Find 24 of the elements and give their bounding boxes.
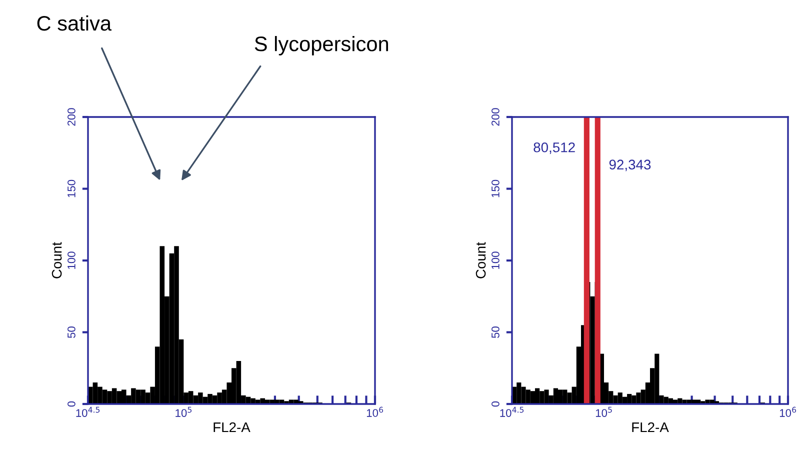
x-tick-label: 10$^{4.5}$ (76, 406, 100, 417)
y-tick-label: 0 (68, 401, 76, 407)
text: C sativa (37, 15, 112, 31)
ref-line-label: 92,343 (609, 160, 651, 172)
y-tick-label: 100 (68, 252, 76, 269)
y-tick-label: 150 (68, 180, 76, 198)
text: S lycopersicon (254, 36, 388, 56)
y-tick-label: 50 (492, 326, 500, 338)
y-tick-label: 50 (68, 326, 76, 338)
y-tick-label: 200 (492, 108, 500, 126)
y-tick-label: 0 (492, 401, 500, 407)
x-axis-title: FL2-A (214, 422, 250, 432)
y-axis-title: Count (52, 242, 62, 278)
y-axis-title: Count (476, 242, 486, 278)
x-tick-label: 10$^{5}$ (176, 406, 192, 417)
y-tick-label: 150 (492, 180, 500, 198)
ref-line-label: 80,512 (534, 142, 575, 154)
x-tick-label: 10$^{5}$ (596, 406, 612, 417)
y-tick-label: 100 (492, 252, 500, 269)
y-tick-label: 200 (68, 108, 76, 126)
x-tick-label: 10$^{4.5}$ (500, 406, 524, 417)
x-axis-title: FL2-A (632, 422, 669, 432)
x-tick-label: 10$^{6}$ (366, 406, 384, 417)
x-tick-label: 10$^{6}$ (780, 406, 796, 417)
